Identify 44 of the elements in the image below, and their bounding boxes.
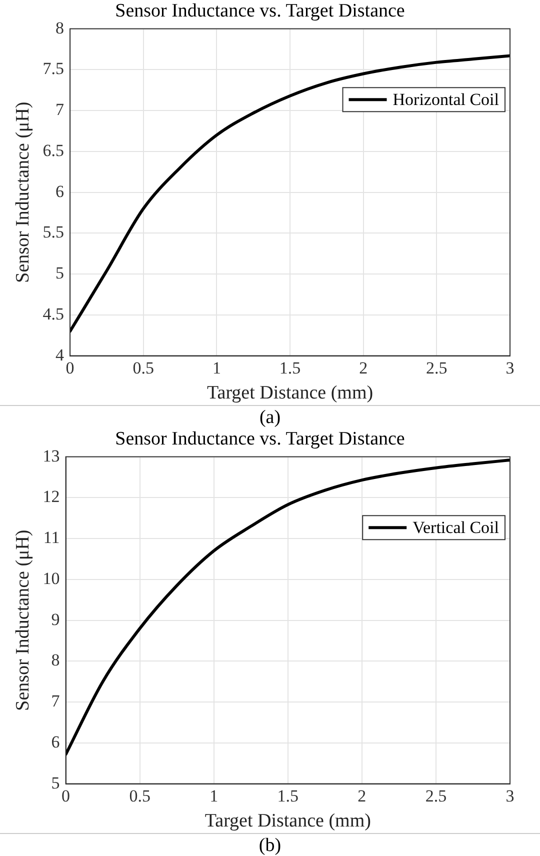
x-tick-label: 3: [506, 358, 514, 378]
y-tick-label: 6: [51, 732, 60, 752]
y-tick-label: 5: [51, 773, 60, 792]
y-tick-label: 8: [56, 18, 64, 38]
y-tick-label: 5.5: [42, 222, 64, 242]
x-tick-label: 0.5: [129, 786, 150, 806]
x-tick-label: 0: [62, 786, 70, 806]
y-tick-label: 4.5: [42, 304, 64, 324]
y-axis-title: Sensor Inductance (μH): [12, 102, 34, 283]
chart-title: Sensor Inductance vs. Target Distance: [115, 0, 405, 22]
x-tick-label: 2: [359, 358, 368, 378]
x-tick-label: 1.5: [279, 358, 301, 378]
x-tick-label: 0: [66, 358, 74, 378]
y-tick-label: 6.5: [42, 140, 64, 160]
y-tick-label: 5: [56, 264, 64, 283]
text: (b): [0, 833, 540, 856]
y-tick-label: 10: [42, 568, 60, 588]
y-tick-label: 13: [42, 446, 60, 466]
y-tick-label: 9: [51, 610, 60, 629]
x-axis-title: Target Distance (mm): [204, 810, 371, 832]
line-series: [70, 54, 510, 333]
legend-label: Horizontal Coil: [392, 90, 500, 110]
y-tick-label: 7.5: [42, 59, 64, 78]
y-tick-label: 6: [56, 182, 64, 201]
y-tick-label: 8: [51, 650, 60, 670]
y-tick-label: 7: [51, 692, 60, 711]
text: (a): [0, 405, 540, 428]
x-tick-label: 2.5: [426, 358, 448, 378]
x-tick-label: 2: [358, 786, 366, 806]
legend-label: Vertical Coil: [412, 518, 500, 538]
x-axis-title: Target Distance (mm): [206, 382, 374, 404]
x-tick-label: 1.5: [277, 786, 299, 806]
x-tick-label: 1: [210, 786, 218, 806]
chart-title: Sensor Inductance vs. Target Distance: [115, 428, 405, 450]
x-tick-label: 3: [506, 786, 514, 806]
line-series: [66, 458, 510, 756]
x-tick-label: 0.5: [132, 358, 154, 378]
x-tick-label: 1: [212, 358, 221, 378]
y-axis-title: Sensor Inductance (μH): [12, 530, 34, 711]
x-tick-label: 2.5: [425, 786, 447, 806]
y-tick-label: 11: [43, 528, 60, 548]
y-tick-label: 12: [42, 487, 60, 506]
y-tick-label: 7: [56, 100, 65, 120]
y-tick-label: 4: [56, 345, 65, 364]
